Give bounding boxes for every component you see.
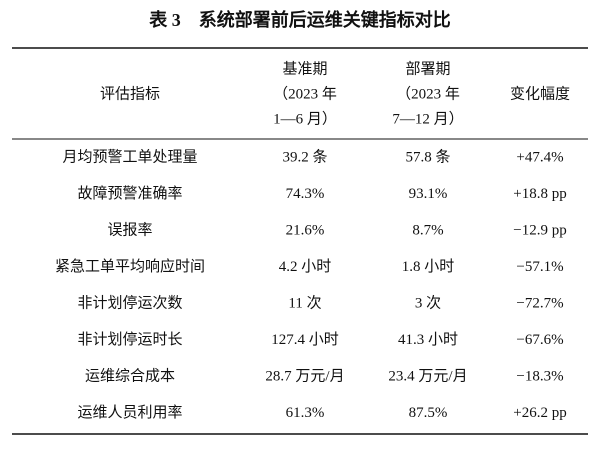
table-cell: 21.6% (286, 222, 325, 238)
table-cell: −67.6% (516, 332, 563, 348)
header-cell: 基准期 (282, 60, 327, 77)
header-cell: （2023 年 (273, 85, 337, 102)
table-cell: +18.8 pp (513, 186, 566, 202)
table-cell: 1.8 小时 (402, 258, 455, 275)
row-label: 误报率 (107, 221, 152, 238)
table-cell: 127.4 小时 (271, 331, 339, 348)
table-cell: +26.2 pp (513, 405, 566, 421)
row-label: 故障预警准确率 (77, 184, 182, 202)
row-label: 非计划停运次数 (77, 294, 182, 311)
table-title: 表 3 系统部署前后运维关键指标对比 (149, 9, 451, 30)
table-cell: −57.1% (516, 259, 563, 275)
header-cell: 变化幅度 (510, 85, 570, 102)
table-cell: 87.5% (409, 405, 448, 421)
table-cell: 74.3% (286, 186, 325, 202)
table-cell: 4.2 小时 (279, 258, 332, 275)
table-cell: +47.4% (516, 149, 563, 165)
table-cell: 93.1% (409, 186, 448, 202)
table-cell: 41.3 小时 (398, 331, 458, 348)
row-label: 非计划停运时长 (77, 331, 182, 348)
header-cell: 7—12 月） (392, 110, 463, 127)
table-cell: −18.3% (516, 368, 563, 384)
header-cell: （2023 年 (396, 85, 460, 102)
row-label: 运维人员利用率 (77, 404, 182, 421)
header-cell: 部署期 (405, 60, 450, 77)
table-cell: −72.7% (516, 295, 563, 311)
table-cell: 39.2 条 (282, 148, 327, 165)
table-cell: 28.7 万元/月 (265, 368, 344, 384)
row-label: 紧急工单平均响应时间 (55, 257, 205, 275)
table-cell: 57.8 条 (405, 148, 450, 165)
table-cell: −12.9 pp (513, 222, 566, 238)
table-cell: 3 次 (415, 294, 441, 311)
table-cell: 11 次 (288, 294, 321, 311)
table-cell: 23.4 万元/月 (388, 368, 467, 384)
table-cell: 8.7% (412, 222, 443, 238)
header-cell: 评估指标 (100, 85, 160, 102)
row-label: 月均预警工单处理量 (62, 148, 197, 165)
table-cell: 61.3% (286, 405, 325, 421)
row-label: 运维综合成本 (85, 367, 175, 384)
header-cell: 1—6 月） (273, 110, 337, 127)
